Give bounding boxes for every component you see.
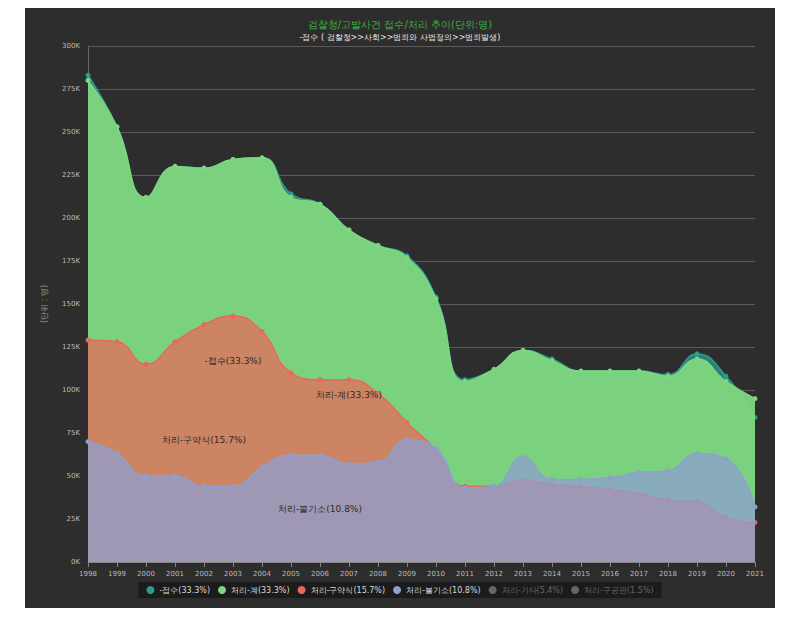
svg-text:100K: 100K <box>62 386 80 394</box>
svg-text:1998: 1998 <box>79 570 97 578</box>
svg-text:250K: 250K <box>62 128 80 136</box>
svg-text:1999: 1999 <box>108 570 126 578</box>
svg-text:2018: 2018 <box>659 570 677 578</box>
svg-text:처리-불기소(10.8%): 처리-불기소(10.8%) <box>278 504 362 514</box>
svg-text:2021: 2021 <box>746 570 764 578</box>
svg-text:처리-계(33.3%): 처리-계(33.3%) <box>316 390 382 400</box>
svg-text:2014: 2014 <box>543 570 561 578</box>
svg-text:275K: 275K <box>62 85 80 93</box>
svg-text:처리-불기소(10.8%): 처리-불기소(10.8%) <box>406 586 481 595</box>
svg-text:2017: 2017 <box>630 570 648 578</box>
svg-text:검찰청/고발사건 접수/처리 추이(단위:명): 검찰청/고발사건 접수/처리 추이(단위:명) <box>308 19 492 30</box>
svg-text:2005: 2005 <box>282 570 300 578</box>
svg-text:2019: 2019 <box>688 570 706 578</box>
svg-text:2003: 2003 <box>224 570 242 578</box>
svg-text:2015: 2015 <box>572 570 590 578</box>
svg-text:2004: 2004 <box>253 570 271 578</box>
svg-text:2006: 2006 <box>311 570 329 578</box>
svg-text:50K: 50K <box>67 472 81 480</box>
svg-text:2007: 2007 <box>340 570 358 578</box>
svg-text:-접수(33.3%): -접수(33.3%) <box>159 586 210 595</box>
svg-text:2000: 2000 <box>137 570 155 578</box>
svg-text:2013: 2013 <box>514 570 532 578</box>
svg-text:2011: 2011 <box>456 570 474 578</box>
svg-text:2020: 2020 <box>717 570 735 578</box>
svg-text:75K: 75K <box>67 429 81 437</box>
svg-text:2008: 2008 <box>369 570 387 578</box>
svg-text:처리-구공판(1.5%): 처리-구공판(1.5%) <box>584 586 653 595</box>
svg-text:처리-기타(5.4%): 처리-기타(5.4%) <box>502 586 563 595</box>
svg-text:150K: 150K <box>62 300 80 308</box>
svg-text:처리-계(33.3%): 처리-계(33.3%) <box>231 586 290 595</box>
svg-text:2009: 2009 <box>398 570 416 578</box>
svg-text:2010: 2010 <box>427 570 445 578</box>
svg-text:처리-구약식(15.7%): 처리-구약식(15.7%) <box>162 435 246 445</box>
svg-text:2002: 2002 <box>195 570 213 578</box>
svg-text:(단위 : 명): (단위 : 명) <box>40 285 49 323</box>
svg-text:처리-구약식(15.7%): 처리-구약식(15.7%) <box>311 586 386 595</box>
svg-text:-접수(33.3%): -접수(33.3%) <box>205 356 262 366</box>
svg-text:2012: 2012 <box>485 570 503 578</box>
svg-text:225K: 225K <box>62 171 80 179</box>
svg-text:200K: 200K <box>62 214 80 222</box>
svg-text:-접수 ( 검찰청>>사회>>범죄와 사법정의>>범죄발생): -접수 ( 검찰청>>사회>>범죄와 사법정의>>범죄발생) <box>300 33 501 42</box>
svg-text:25K: 25K <box>67 515 81 523</box>
svg-text:2001: 2001 <box>166 570 184 578</box>
svg-text:175K: 175K <box>62 257 80 265</box>
svg-text:125K: 125K <box>62 343 80 351</box>
svg-text:300K: 300K <box>62 42 80 50</box>
svg-text:0K: 0K <box>71 558 80 566</box>
svg-text:2016: 2016 <box>601 570 619 578</box>
